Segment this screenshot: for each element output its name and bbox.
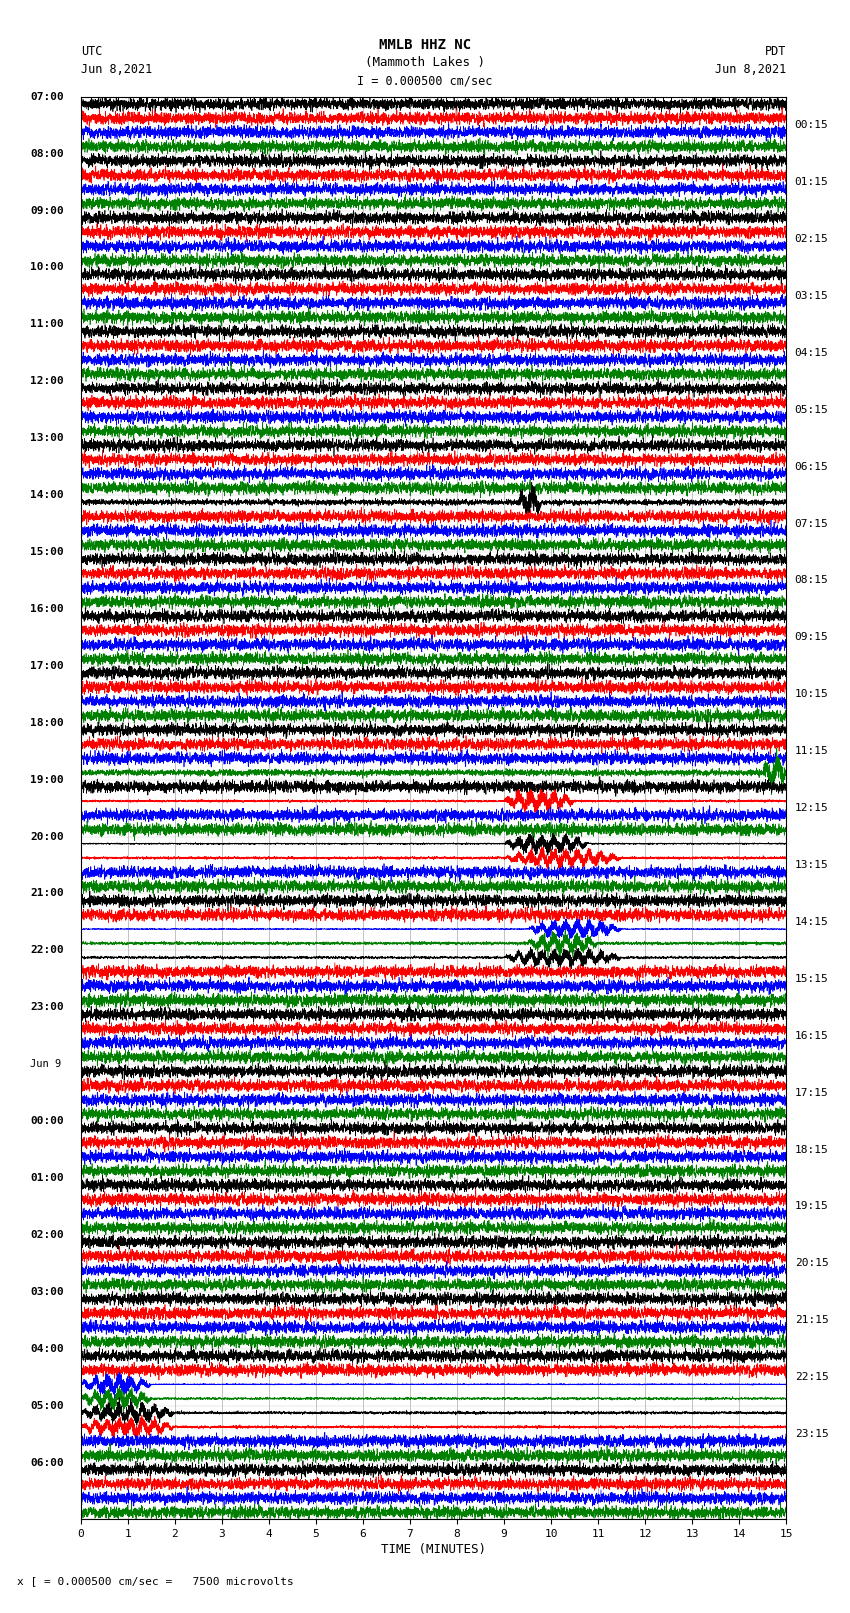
- Text: 06:15: 06:15: [795, 461, 829, 471]
- Text: 10:00: 10:00: [30, 263, 64, 273]
- Text: Jun 8,2021: Jun 8,2021: [81, 63, 152, 76]
- Text: 03:00: 03:00: [30, 1287, 64, 1297]
- Text: 01:15: 01:15: [795, 177, 829, 187]
- Text: 21:15: 21:15: [795, 1315, 829, 1326]
- Text: 02:15: 02:15: [795, 234, 829, 244]
- Text: 16:15: 16:15: [795, 1031, 829, 1040]
- Text: 19:00: 19:00: [30, 774, 64, 784]
- Text: 09:15: 09:15: [795, 632, 829, 642]
- Text: Jun 8,2021: Jun 8,2021: [715, 63, 786, 76]
- Text: 04:15: 04:15: [795, 348, 829, 358]
- Text: I = 0.000500 cm/sec: I = 0.000500 cm/sec: [357, 74, 493, 87]
- Text: 12:00: 12:00: [30, 376, 64, 386]
- Text: 03:15: 03:15: [795, 290, 829, 302]
- Text: 19:15: 19:15: [795, 1202, 829, 1211]
- Text: 17:15: 17:15: [795, 1087, 829, 1097]
- Text: x [ = 0.000500 cm/sec =   7500 microvolts: x [ = 0.000500 cm/sec = 7500 microvolts: [17, 1576, 294, 1586]
- Text: 16:00: 16:00: [30, 603, 64, 615]
- Text: 12:15: 12:15: [795, 803, 829, 813]
- Text: 11:00: 11:00: [30, 319, 64, 329]
- Text: 18:00: 18:00: [30, 718, 64, 727]
- Text: 08:15: 08:15: [795, 576, 829, 586]
- Text: 15:15: 15:15: [795, 974, 829, 984]
- Text: 00:15: 00:15: [795, 121, 829, 131]
- Text: 09:00: 09:00: [30, 205, 64, 216]
- Text: 01:00: 01:00: [30, 1173, 64, 1182]
- Text: 10:15: 10:15: [795, 689, 829, 700]
- Text: 22:15: 22:15: [795, 1373, 829, 1382]
- Text: 05:15: 05:15: [795, 405, 829, 415]
- Text: 13:00: 13:00: [30, 434, 64, 444]
- Text: Jun 9: Jun 9: [30, 1060, 61, 1069]
- Text: UTC: UTC: [81, 45, 102, 58]
- Text: 00:00: 00:00: [30, 1116, 64, 1126]
- Text: 17:00: 17:00: [30, 661, 64, 671]
- Text: 07:15: 07:15: [795, 519, 829, 529]
- Text: 14:15: 14:15: [795, 916, 829, 927]
- Text: 05:00: 05:00: [30, 1400, 64, 1411]
- Text: 13:15: 13:15: [795, 860, 829, 869]
- Text: 20:00: 20:00: [30, 832, 64, 842]
- Text: 18:15: 18:15: [795, 1145, 829, 1155]
- Text: MMLB HHZ NC: MMLB HHZ NC: [379, 39, 471, 52]
- Text: 21:00: 21:00: [30, 889, 64, 898]
- Text: 23:00: 23:00: [30, 1002, 64, 1013]
- Text: 06:00: 06:00: [30, 1458, 64, 1468]
- Text: 04:00: 04:00: [30, 1344, 64, 1353]
- Text: 20:15: 20:15: [795, 1258, 829, 1268]
- Text: 14:00: 14:00: [30, 490, 64, 500]
- Text: 23:15: 23:15: [795, 1429, 829, 1439]
- Text: 22:00: 22:00: [30, 945, 64, 955]
- Text: 11:15: 11:15: [795, 747, 829, 756]
- Text: 15:00: 15:00: [30, 547, 64, 556]
- Text: (Mammoth Lakes ): (Mammoth Lakes ): [365, 56, 485, 69]
- Text: 08:00: 08:00: [30, 148, 64, 158]
- X-axis label: TIME (MINUTES): TIME (MINUTES): [381, 1544, 486, 1557]
- Text: PDT: PDT: [765, 45, 786, 58]
- Text: 02:00: 02:00: [30, 1231, 64, 1240]
- Text: 07:00: 07:00: [30, 92, 64, 102]
